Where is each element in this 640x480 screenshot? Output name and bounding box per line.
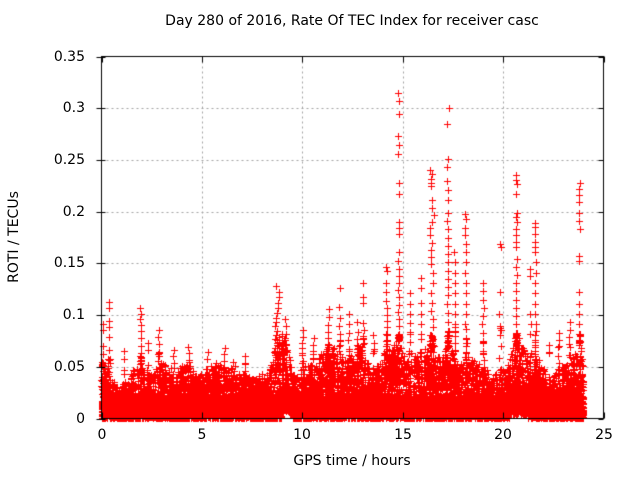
- y-tick-label-0.15: 0.15: [53, 255, 85, 271]
- x-tick-label-10: 10: [293, 427, 311, 443]
- y-tick-label-0: 0: [76, 411, 85, 427]
- y-tick-label-0.35: 0.35: [53, 49, 85, 65]
- chart-title: Day 280 of 2016, Rate Of TEC Index for r…: [165, 13, 539, 29]
- x-tick-label-20: 20: [494, 427, 512, 443]
- x-tick-label-0: 0: [97, 427, 107, 443]
- y-tick-label-0.1: 0.1: [62, 307, 85, 323]
- y-tick-label-0.2: 0.2: [62, 204, 85, 220]
- x-axis-label: GPS time / hours: [293, 453, 411, 469]
- x-tick-label-15: 15: [394, 427, 412, 443]
- y-tick-label-0.25: 0.25: [53, 152, 85, 168]
- y-tick-label-0.3: 0.3: [62, 100, 85, 116]
- x-tick-label-25: 25: [595, 427, 613, 443]
- y-tick-label-0.05: 0.05: [53, 359, 85, 375]
- x-tick-label-5: 5: [197, 427, 207, 443]
